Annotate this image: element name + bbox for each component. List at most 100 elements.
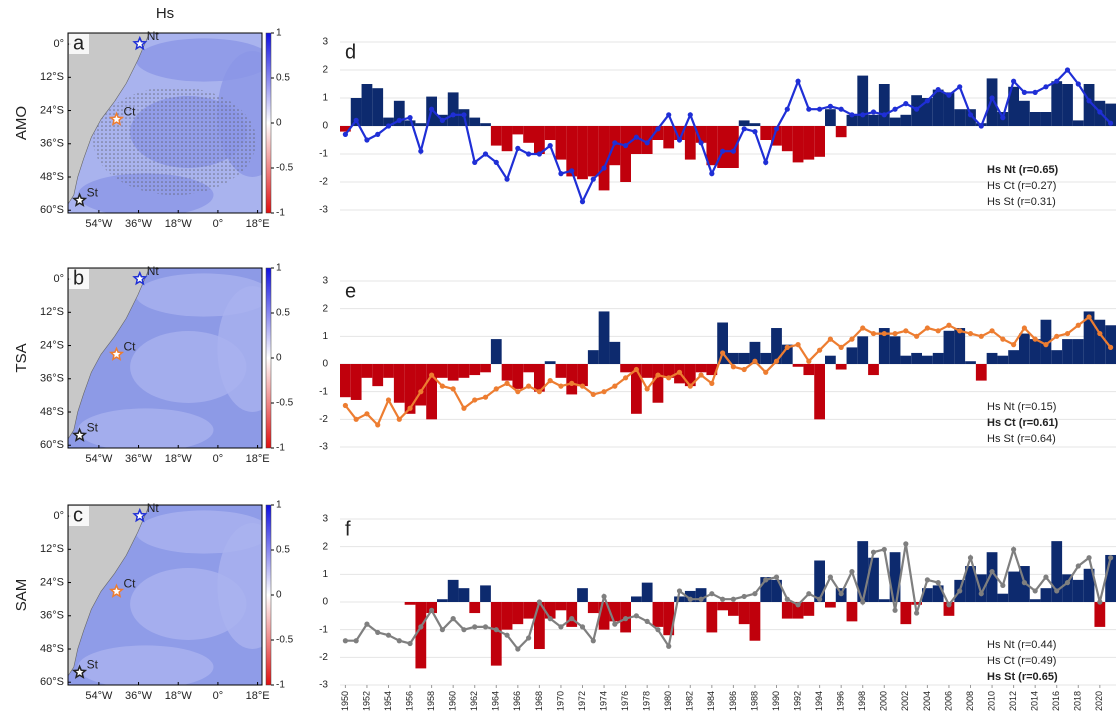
line-marker (364, 137, 370, 143)
line-marker (1043, 342, 1049, 348)
bar (986, 352, 998, 364)
x-tick-label: 1960 (448, 691, 458, 711)
line-marker (676, 137, 683, 143)
bar (1029, 112, 1041, 126)
y-tick-label: 36°S (40, 610, 64, 622)
line-marker (418, 148, 424, 154)
colorbar-tick-label: -1 (276, 680, 285, 691)
colorbar-tick-label: 1 (276, 263, 282, 274)
y-tick-label: 36°S (40, 138, 64, 150)
line-marker (504, 632, 510, 638)
line-marker (1011, 546, 1017, 553)
line-marker (720, 148, 726, 154)
legend-entry: Hs Ct (r=0.49) (987, 655, 1056, 667)
line-marker (946, 322, 952, 328)
bar (846, 347, 858, 364)
line-marker (623, 616, 629, 622)
bar (911, 602, 922, 605)
bar (383, 117, 394, 126)
bar (361, 364, 373, 378)
line-marker (482, 394, 489, 400)
line-marker (817, 106, 823, 112)
line-marker (709, 380, 715, 386)
bar (975, 364, 987, 381)
line-marker (439, 627, 445, 633)
line-marker (1086, 314, 1092, 320)
colorbar-tick-label: 1 (276, 28, 282, 39)
line-marker (1064, 330, 1071, 337)
station-label: Ct (124, 340, 137, 354)
bar (997, 355, 1009, 364)
bar (577, 126, 588, 180)
x-tick-label: 1956 (404, 691, 414, 711)
line-marker (396, 117, 402, 123)
field-patch (217, 523, 262, 649)
bar (641, 364, 653, 378)
line-marker (526, 383, 532, 389)
bar (706, 126, 718, 166)
line-marker (1054, 333, 1060, 339)
line-marker (1075, 563, 1081, 569)
line-marker (569, 616, 575, 622)
line-marker (698, 596, 704, 602)
bar (566, 602, 578, 627)
y-tick-label: 0° (53, 273, 64, 285)
x-tick-label: 0° (213, 453, 224, 465)
line-marker (536, 389, 542, 395)
bar (469, 602, 481, 614)
colorbar-tick-label: 0 (276, 118, 282, 129)
bar (587, 126, 599, 177)
legend-entry: Hs Nt (r=0.65) (987, 164, 1059, 176)
bar (943, 330, 955, 364)
line-marker (849, 568, 855, 575)
y-tick-label: 0 (322, 359, 328, 370)
map-frame (67, 32, 263, 214)
field-patch (217, 286, 262, 412)
line-marker (407, 405, 413, 411)
bar (760, 352, 772, 364)
panel-letter: a (73, 32, 85, 54)
station-star (72, 192, 88, 207)
bar (954, 328, 966, 364)
bar (717, 322, 728, 364)
bar (717, 126, 728, 168)
line-marker (407, 115, 413, 121)
line-marker (924, 98, 930, 104)
x-tick-label: 36°W (125, 453, 153, 465)
y-tick-label: 1 (322, 93, 328, 104)
line-marker (870, 549, 877, 555)
line-marker (450, 112, 456, 118)
y-tick-label: 0 (322, 121, 328, 132)
line-marker (957, 328, 963, 334)
x-tick-label: 1978 (642, 691, 652, 711)
line-marker (655, 126, 661, 132)
x-tick-label: 0° (213, 218, 224, 230)
line-marker (666, 375, 672, 381)
line-marker (784, 596, 790, 602)
line-marker (450, 386, 456, 392)
bar (437, 599, 448, 602)
line-marker (633, 134, 639, 140)
line-marker (666, 112, 672, 118)
line-marker (342, 402, 348, 409)
y-tick-label: 48°S (40, 643, 64, 655)
line-marker (461, 627, 467, 633)
line-marker (827, 336, 833, 342)
bar (868, 364, 879, 376)
bar (1051, 350, 1063, 364)
bar (889, 336, 901, 364)
y-tick-label: 2 (322, 303, 328, 314)
x-tick-label: 1982 (685, 691, 695, 711)
bar (781, 126, 793, 152)
x-tick-label: 1996 (836, 691, 846, 711)
x-tick-label: 1976 (620, 691, 630, 711)
legend-entry: Hs Nt (r=0.44) (987, 639, 1056, 651)
line-marker (827, 103, 833, 109)
colorbar-tick-label: 0.5 (276, 73, 290, 84)
y-tick-label: -2 (319, 652, 328, 663)
bar (878, 599, 890, 602)
bar (1008, 86, 1019, 126)
bar (534, 602, 545, 650)
legend-entry: Hs Ct (r=0.61) (987, 417, 1059, 429)
station-label: Nt (147, 29, 160, 43)
